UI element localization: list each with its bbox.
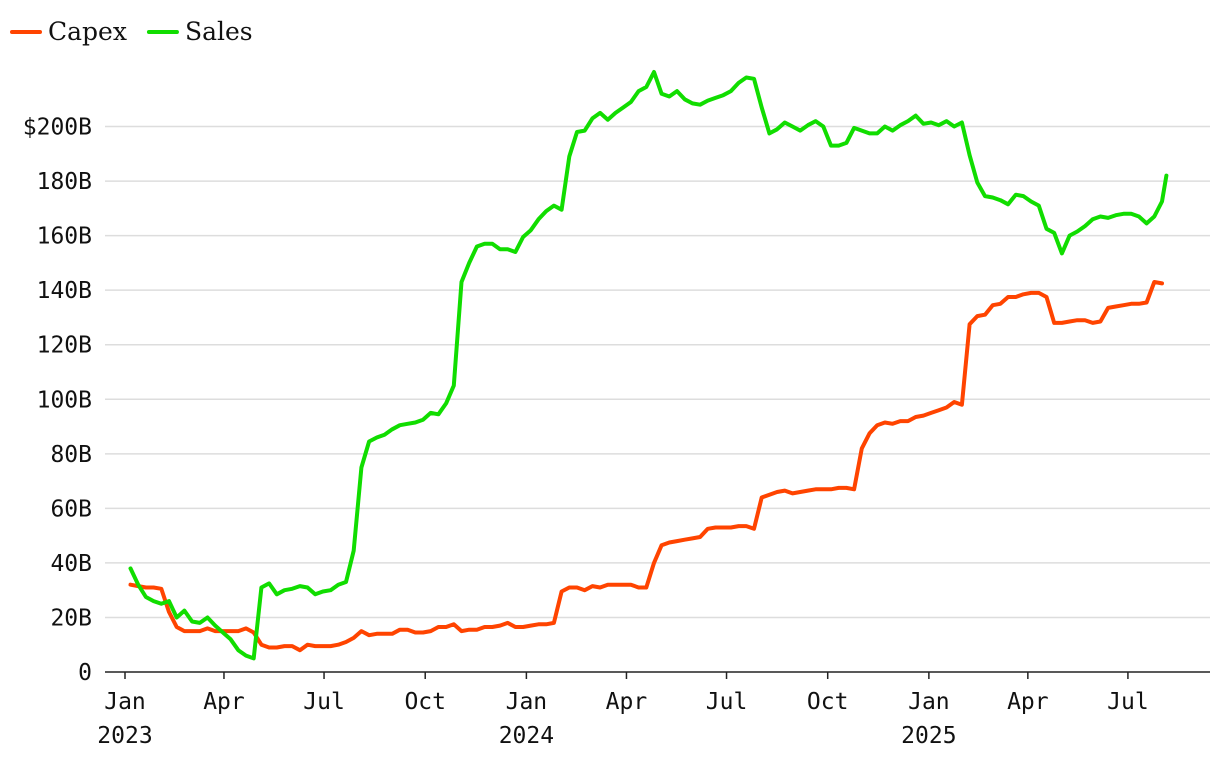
y-tick-label: 20B	[50, 605, 92, 631]
x-tick-label: Jul	[303, 689, 345, 715]
x-tick-label: Jan	[506, 689, 548, 715]
legend: Capex Sales	[10, 17, 253, 46]
y-tick-label: 140B	[37, 278, 92, 304]
x-tick-year-label: 2025	[901, 723, 956, 749]
y-tick-label: 100B	[37, 387, 92, 413]
x-tick-label: Apr	[606, 689, 648, 715]
x-tick-label: Apr	[1007, 689, 1049, 715]
x-tick-label: Oct	[404, 689, 446, 715]
series-lines	[128, 70, 1169, 661]
x-tick-label: Jul	[1107, 689, 1149, 715]
x-axis-ticks: Jan 2023 Apr Jul Oct Jan 2024 Apr Jul Oct Jan 2025 A…	[97, 672, 1149, 749]
y-tick-label: 40B	[50, 551, 92, 577]
y-tick-label: 160B	[37, 224, 92, 250]
x-tick-label: Jul	[706, 689, 748, 715]
y-tick-label: 180B	[37, 169, 92, 195]
x-tick-label: Oct	[807, 689, 849, 715]
legend-label-capex: Capex	[48, 17, 127, 46]
y-tick-label: 0	[78, 660, 92, 686]
legend-item-capex: Capex	[10, 17, 127, 46]
series-line-capex	[128, 280, 1164, 653]
x-tick-year-label: 2024	[499, 723, 554, 749]
y-tick-label: 80B	[50, 442, 92, 468]
y-tick-label: $200B	[23, 115, 92, 141]
x-tick-label: Jan	[908, 689, 950, 715]
series-line-sales	[128, 70, 1169, 661]
y-tick-label: 120B	[37, 333, 92, 359]
legend-label-sales: Sales	[185, 17, 253, 46]
grid-lines	[105, 125, 1210, 619]
x-tick-year-label: 2023	[97, 723, 152, 749]
x-tick-label: Jan	[104, 689, 146, 715]
y-axis-ticks: 0 20B 40B 60B 80B 100B 120B 140B 160B 180B $200B	[23, 115, 92, 686]
legend-item-sales: Sales	[146, 17, 253, 46]
y-tick-label: 60B	[50, 496, 92, 522]
x-tick-label: Apr	[203, 689, 245, 715]
